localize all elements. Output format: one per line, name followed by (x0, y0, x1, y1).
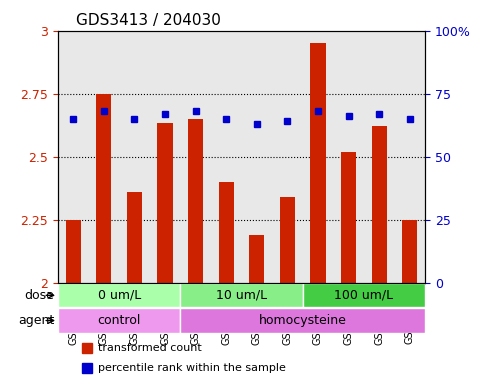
Bar (249, 235, 265, 283)
FancyBboxPatch shape (303, 283, 425, 308)
Bar (371, 126, 387, 283)
Bar (280, 197, 295, 283)
Bar (66, 220, 81, 283)
Bar (127, 192, 142, 283)
Bar (157, 123, 173, 283)
Text: 10 um/L: 10 um/L (216, 289, 267, 302)
Text: 100 um/L: 100 um/L (334, 289, 394, 302)
FancyBboxPatch shape (58, 283, 180, 308)
Text: transformed count: transformed count (99, 343, 202, 353)
FancyBboxPatch shape (180, 283, 303, 308)
FancyBboxPatch shape (180, 308, 425, 333)
Bar (311, 43, 326, 283)
Bar (219, 182, 234, 283)
Text: homocysteine: homocysteine (259, 314, 347, 327)
Text: dose: dose (25, 289, 54, 302)
Text: agent: agent (18, 314, 54, 327)
Text: control: control (98, 314, 141, 327)
Bar (96, 94, 112, 283)
Bar (402, 220, 417, 283)
FancyBboxPatch shape (58, 308, 180, 333)
Text: 0 um/L: 0 um/L (98, 289, 141, 302)
Bar (341, 152, 356, 283)
Text: percentile rank within the sample: percentile rank within the sample (99, 362, 286, 373)
Bar (188, 119, 203, 283)
Text: GDS3413 / 204030: GDS3413 / 204030 (76, 13, 221, 28)
